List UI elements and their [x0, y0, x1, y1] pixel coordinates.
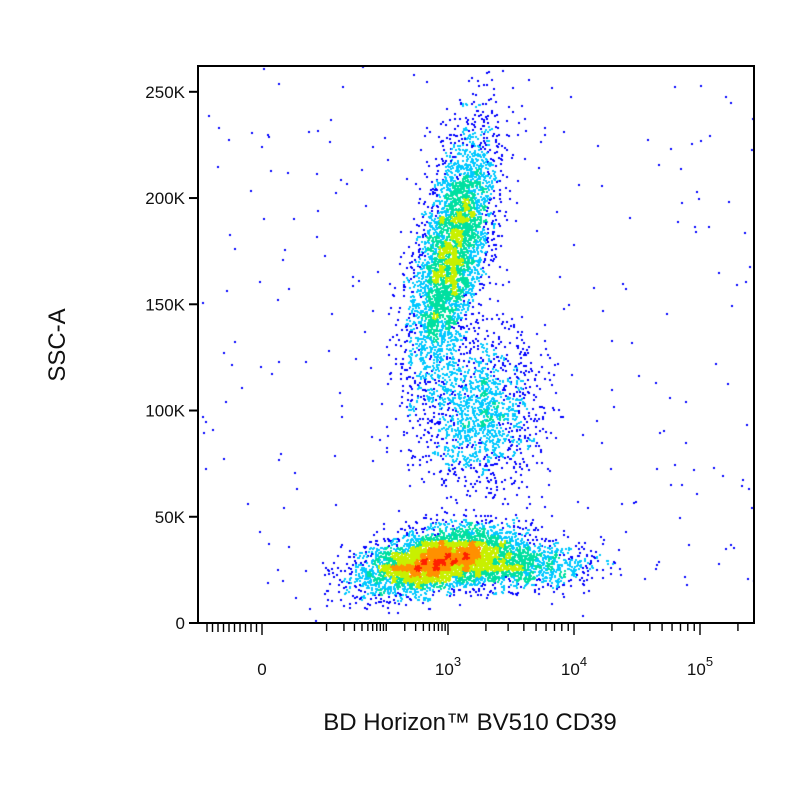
- y-tick-label: 200K: [145, 189, 185, 208]
- density-points: [198, 66, 754, 623]
- y-axis-title: SSC-A: [44, 308, 71, 381]
- x-axis: 0 103 104 105: [206, 623, 739, 679]
- x-tick-label: 103: [435, 654, 461, 679]
- x-tick-label: 105: [687, 654, 713, 679]
- plot-frame: [197, 65, 755, 624]
- x-tick-label: 104: [561, 654, 587, 679]
- x-tick-label: 0: [257, 660, 266, 679]
- plot-canvas-wrapper: [198, 66, 754, 623]
- y-tick-label: 50K: [155, 508, 186, 527]
- y-tick-label: 0: [176, 614, 185, 633]
- y-tick-label: 150K: [145, 295, 185, 314]
- y-tick-label: 100K: [145, 402, 185, 421]
- y-tick-label: 250K: [145, 83, 185, 102]
- y-axis: 0 50K 100K 150K 200K 250K: [145, 83, 198, 633]
- x-axis-title: BD Horizon™ BV510 CD39: [323, 709, 616, 736]
